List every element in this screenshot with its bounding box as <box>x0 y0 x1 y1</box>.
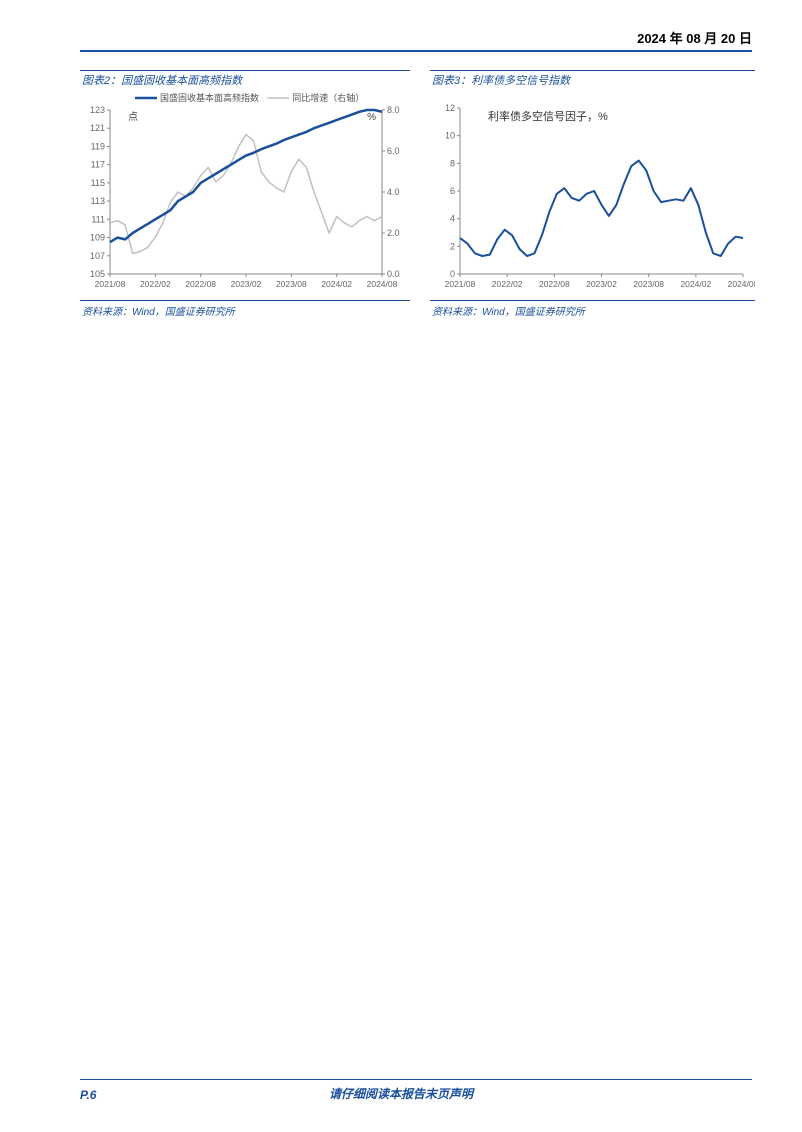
svg-text:111: 111 <box>91 214 105 224</box>
svg-text:2021/08: 2021/08 <box>95 279 126 289</box>
svg-text:8.0: 8.0 <box>387 105 400 115</box>
chart-right-source: 资料来源：Wind，国盛证券研究所 <box>432 303 585 318</box>
svg-text:2024/02: 2024/02 <box>680 279 711 289</box>
svg-text:2023/08: 2023/08 <box>633 279 664 289</box>
header-divider <box>80 50 752 52</box>
svg-text:121: 121 <box>90 123 105 133</box>
chart-left-box: 国盛固收基本面高频指数 同比增速（右轴） 点% 105 107 109 111 113 115 1… <box>80 90 410 296</box>
svg-text:2023/02: 2023/02 <box>586 279 617 289</box>
svg-text:105: 105 <box>90 269 105 279</box>
svg-text:2022/02: 2022/02 <box>140 279 171 289</box>
svg-text:%: % <box>367 112 376 123</box>
chart-right-source-line <box>430 300 755 301</box>
chart-left-title-bar <box>80 70 410 71</box>
svg-text:117: 117 <box>91 160 105 170</box>
svg-text:2024/08: 2024/08 <box>728 279 755 289</box>
svg-text:同比增速（右轴）: 同比增速（右轴） <box>292 92 364 103</box>
svg-text:123: 123 <box>90 105 105 115</box>
svg-text:109: 109 <box>90 233 105 243</box>
svg-text:12: 12 <box>445 103 455 113</box>
svg-text:8: 8 <box>450 158 455 168</box>
chart-left-svg: 国盛固收基本面高频指数 同比增速（右轴） 点% 105 107 109 111 113 115 1… <box>80 90 410 296</box>
chart-right-box: 利率债多空信号因子，% 0 2 4 6 8 10 12 2021/08 2022/02 2022/0… <box>430 90 755 296</box>
svg-text:2024/08: 2024/08 <box>367 279 398 289</box>
chart-right-svg: 利率债多空信号因子，% 0 2 4 6 8 10 12 2021/08 2022/02 2022/0… <box>430 90 755 296</box>
chart-right-title: 图表3：利率债多空信号指数 <box>432 72 570 88</box>
chart-left-title: 图表2：国盛固收基本面高频指数 <box>82 72 242 88</box>
svg-text:点: 点 <box>128 111 138 123</box>
svg-text:利率债多空信号因子，%: 利率债多空信号因子，% <box>488 109 608 123</box>
chart-left-source: 资料来源：Wind，国盛证券研究所 <box>82 303 235 318</box>
svg-text:107: 107 <box>90 251 105 261</box>
svg-text:6.0: 6.0 <box>387 146 400 156</box>
svg-text:0: 0 <box>450 269 455 279</box>
footer-divider <box>80 1079 752 1081</box>
svg-text:2023/02: 2023/02 <box>231 279 262 289</box>
svg-text:115: 115 <box>91 178 105 188</box>
svg-text:6: 6 <box>450 186 455 196</box>
chart-right-title-bar <box>430 70 755 71</box>
chart-left-source-line <box>80 300 410 301</box>
svg-text:2021/08: 2021/08 <box>445 279 476 289</box>
svg-text:2022/08: 2022/08 <box>539 279 570 289</box>
svg-text:2.0: 2.0 <box>387 228 400 238</box>
header-date: 2024 年 08 月 20 日 <box>637 28 752 47</box>
svg-text:4.0: 4.0 <box>387 187 400 197</box>
svg-text:2022/08: 2022/08 <box>185 279 216 289</box>
svg-text:119: 119 <box>91 141 105 151</box>
svg-text:国盛固收基本面高频指数: 国盛固收基本面高频指数 <box>160 92 259 103</box>
svg-text:4: 4 <box>450 214 455 224</box>
svg-text:0.0: 0.0 <box>387 269 400 279</box>
svg-text:2: 2 <box>450 241 455 251</box>
svg-text:10: 10 <box>445 131 455 141</box>
svg-text:2022/02: 2022/02 <box>492 279 523 289</box>
svg-text:2024/02: 2024/02 <box>321 279 352 289</box>
footer-disclaimer: 请仔细阅读本报告末页声明 <box>329 1085 473 1102</box>
footer-page-number: P.6 <box>80 1088 96 1102</box>
svg-text:2023/08: 2023/08 <box>276 279 307 289</box>
svg-text:113: 113 <box>91 196 105 206</box>
